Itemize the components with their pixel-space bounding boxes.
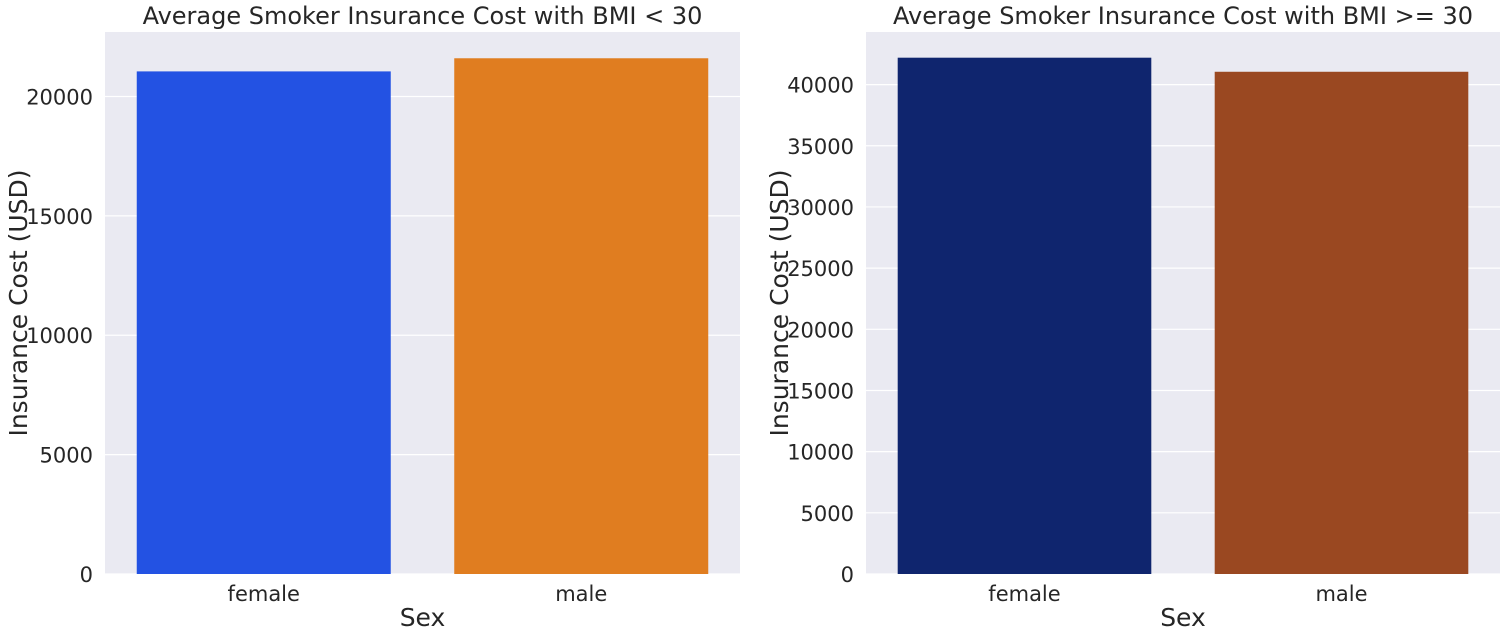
y-tick-label: 40000 (787, 74, 854, 98)
y-tick-label: 35000 (787, 135, 854, 159)
y-tick-label: 10000 (787, 441, 854, 465)
x-tick-labels: female male (228, 582, 608, 606)
x-tick-label: female (988, 582, 1060, 606)
bar-female (136, 71, 391, 574)
y-tick-label: 15000 (787, 379, 854, 403)
y-axis-label: Insurance Cost (USD) (765, 169, 794, 436)
chart-panel-bmi-under-30: 0 5000 10000 15000 20000 female male Average … (4, 2, 740, 632)
x-tick-labels: female male (988, 582, 1367, 606)
y-tick-label: 5000 (801, 502, 854, 526)
y-tick-labels: 0 5000 10000 15000 20000 25000 30000 35000 40000 (787, 74, 854, 587)
y-tick-label: 20000 (787, 318, 854, 342)
y-tick-label: 30000 (787, 196, 854, 220)
chart-title: Average Smoker Insurance Cost with BMI >… (893, 2, 1473, 30)
y-tick-label: 20000 (26, 85, 93, 109)
y-axis-label: Insurance Cost (USD) (4, 169, 33, 436)
bar-female (897, 57, 1152, 575)
x-tick-label: male (555, 582, 607, 606)
y-tick-label: 0 (841, 563, 854, 587)
bars (136, 58, 709, 574)
x-axis-label: Sex (1160, 603, 1206, 632)
bars (897, 57, 1469, 575)
y-tick-label: 5000 (40, 444, 93, 468)
chart-title: Average Smoker Insurance Cost with BMI <… (143, 2, 703, 30)
y-tick-label: 15000 (26, 205, 93, 229)
y-tick-label: 10000 (26, 324, 93, 348)
x-tick-label: male (1315, 582, 1367, 606)
x-axis-label: Sex (400, 603, 446, 632)
x-tick-label: female (228, 582, 300, 606)
y-tick-label: 0 (80, 563, 93, 587)
bar-male (454, 58, 709, 574)
y-tick-label: 25000 (787, 257, 854, 281)
bar-male (1214, 71, 1469, 575)
y-tick-labels: 0 5000 10000 15000 20000 (26, 85, 93, 587)
chart-panel-bmi-30-plus: 0 5000 10000 15000 20000 25000 30000 35000 40000… (765, 2, 1500, 632)
